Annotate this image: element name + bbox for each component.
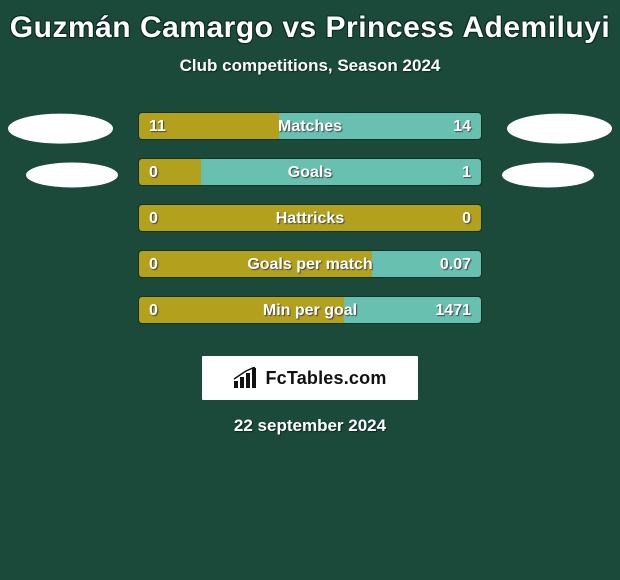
player-b-ellipse <box>507 114 612 144</box>
stat-row: 01Goals <box>0 154 620 200</box>
player-a-ellipse <box>8 114 113 144</box>
date-text: 22 september 2024 <box>0 416 620 436</box>
stat-label: Goals <box>139 159 481 186</box>
comparison-infographic: Guzmán Camargo vs Princess Ademiluyi Clu… <box>0 0 620 436</box>
stat-label: Goals per match <box>139 251 481 278</box>
stat-label: Min per goal <box>139 297 481 324</box>
stat-label: Matches <box>139 113 481 140</box>
stat-bar: 01471Min per goal <box>138 296 482 324</box>
stat-row: 01471Min per goal <box>0 292 620 338</box>
bar-chart-icon <box>233 367 259 389</box>
stat-row: 00Hattricks <box>0 200 620 246</box>
player-a-ellipse <box>26 163 118 188</box>
stat-rows: 1114Matches 01Goals 00Hattricks 00.07Goals … <box>0 108 620 338</box>
stat-label: Hattricks <box>139 205 481 232</box>
stat-bar: 01Goals <box>138 158 482 186</box>
stat-bar: 00Hattricks <box>138 204 482 232</box>
stat-bar: 00.07Goals per match <box>138 250 482 278</box>
stat-bar: 1114Matches <box>138 112 482 140</box>
brand-text: FcTables.com <box>265 368 386 389</box>
player-b-ellipse <box>502 163 594 188</box>
brand-box: FcTables.com <box>202 356 418 400</box>
stat-row: 1114Matches <box>0 108 620 154</box>
subtitle: Club competitions, Season 2024 <box>0 56 620 76</box>
stat-row: 00.07Goals per match <box>0 246 620 292</box>
page-title: Guzmán Camargo vs Princess Ademiluyi <box>0 4 620 56</box>
